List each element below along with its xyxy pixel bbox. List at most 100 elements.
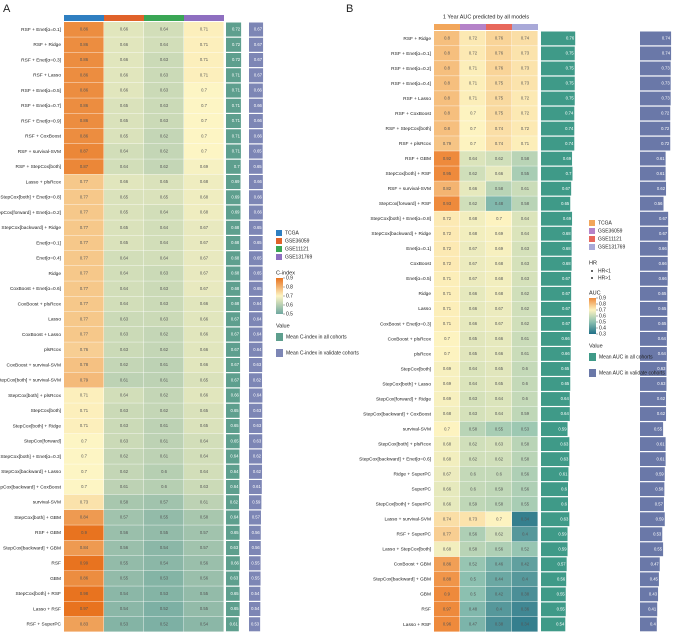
mean-bar: [640, 61, 671, 76]
heat-cell: [144, 144, 184, 159]
mean-value: 0.67: [254, 27, 263, 32]
cell-value: 0.55: [521, 171, 530, 176]
cell-value: 0.82: [443, 186, 452, 191]
heat-cell: [434, 301, 460, 317]
heat-cell: [460, 466, 486, 482]
cell-value: 0.71: [200, 57, 209, 62]
color-bar: [589, 298, 596, 334]
cell-value: 0.7: [201, 103, 207, 108]
mean-bar: [249, 251, 263, 266]
heat-cell: [486, 586, 512, 602]
mean-value: 0.74: [565, 111, 574, 116]
mean-value: 0.61: [559, 471, 568, 476]
mean-bar: [541, 572, 567, 587]
legend-title: C-index: [276, 270, 295, 276]
cell-value: 0.66: [443, 486, 452, 491]
model-label: RSF + Enet[α=0.3]: [21, 57, 61, 63]
heat-cell: [486, 361, 512, 377]
model-label: CoxBoost + survival-SVM: [6, 362, 61, 368]
heat-cell: [64, 266, 104, 281]
heat-cell: [512, 316, 538, 332]
mean-value: 0.41: [648, 607, 657, 612]
heat-cell: [512, 331, 538, 347]
cell-value: 0.63: [521, 276, 530, 281]
heat-cell: [460, 256, 486, 271]
mean-bar: [640, 271, 668, 286]
cell-value: 0.62: [160, 133, 169, 138]
mean-bar: [640, 241, 668, 256]
legend-swatch: [276, 349, 283, 357]
cell-value: 0.54: [160, 560, 169, 565]
mean-bar: [249, 464, 263, 479]
heat-cell: [434, 616, 460, 632]
heat-cell: [460, 511, 486, 527]
mean-value: 0.67: [562, 291, 571, 296]
heat-cell: [104, 357, 144, 373]
mean-value: 0.65: [230, 408, 239, 413]
mean-bar: [640, 136, 671, 151]
heat-cell: [184, 266, 224, 281]
cell-value: 0.38: [521, 592, 530, 597]
model-label: RSF + survival-SVM: [388, 186, 431, 192]
mean-bar: [640, 497, 664, 512]
cell-value: 0.66: [495, 336, 504, 341]
heat-cell: [144, 67, 184, 83]
heat-cell: [104, 205, 144, 220]
cell-value: 0.57: [120, 515, 129, 520]
cell-value: 0.55: [160, 515, 169, 520]
mean-bar: [226, 342, 241, 357]
heat-cell: [104, 174, 144, 190]
cell-value: 0.64: [469, 156, 478, 161]
heat-cell: [104, 189, 144, 205]
cell-value: 0.92: [443, 156, 452, 161]
cell-value: 0.64: [160, 225, 169, 230]
model-label: StepCox[both] + Enet[α=0.8]: [370, 216, 431, 222]
heat-cell: [434, 601, 460, 617]
cell-value: 0.9: [444, 592, 450, 597]
cell-value: 0.62: [469, 456, 478, 461]
mean-bar: [226, 312, 241, 327]
legend-swatch: [276, 230, 282, 236]
cell-value: 0.63: [495, 441, 504, 446]
heat-cell: [434, 481, 460, 497]
heat-cell: [104, 601, 144, 617]
legend-label: GSE11121: [285, 246, 309, 252]
heat-cell: [104, 616, 144, 632]
mean-value: 0.64: [230, 484, 239, 489]
heat-cell: [184, 418, 224, 434]
heat-cell: [512, 286, 538, 302]
heat-cell: [434, 226, 460, 241]
cell-value: 0.77: [80, 194, 89, 199]
heat-cell: [486, 436, 512, 452]
heat-cell: [184, 205, 224, 220]
heat-cell: [486, 601, 512, 617]
mean-value: 0.64: [230, 515, 239, 520]
mean-bar: [249, 510, 261, 525]
heat-cell: [64, 250, 104, 266]
heat-cell: [486, 226, 512, 241]
heat-cell: [486, 391, 512, 407]
model-label: CoxBoost: [410, 261, 431, 267]
cell-value: 0.62: [160, 408, 169, 413]
mean-value: 0.63: [253, 408, 262, 413]
heat-cell: [512, 151, 538, 166]
cell-value: 0.67: [200, 255, 209, 260]
cell-value: 0.61: [160, 454, 169, 459]
heat-cell: [64, 555, 104, 571]
cell-value: 0.72: [443, 261, 452, 266]
heat-cell: [64, 586, 104, 602]
heat-cell: [104, 159, 144, 175]
heat-cell: [460, 286, 486, 302]
heat-cell: [64, 174, 104, 190]
heat-cell: [184, 601, 224, 617]
mean-value: 0.59: [558, 546, 567, 551]
model-label: RSF + Lasso: [33, 73, 61, 79]
cell-value: 0.59: [495, 486, 504, 491]
mean-value: 0.67: [254, 42, 263, 47]
heat-cell: [434, 151, 460, 166]
cell-value: 0.61: [160, 377, 169, 382]
cell-value: 0.64: [120, 255, 129, 260]
mean-value: 0.65: [230, 591, 239, 596]
cell-value: 0.64: [120, 271, 129, 276]
mean-value: 0.72: [661, 126, 670, 131]
